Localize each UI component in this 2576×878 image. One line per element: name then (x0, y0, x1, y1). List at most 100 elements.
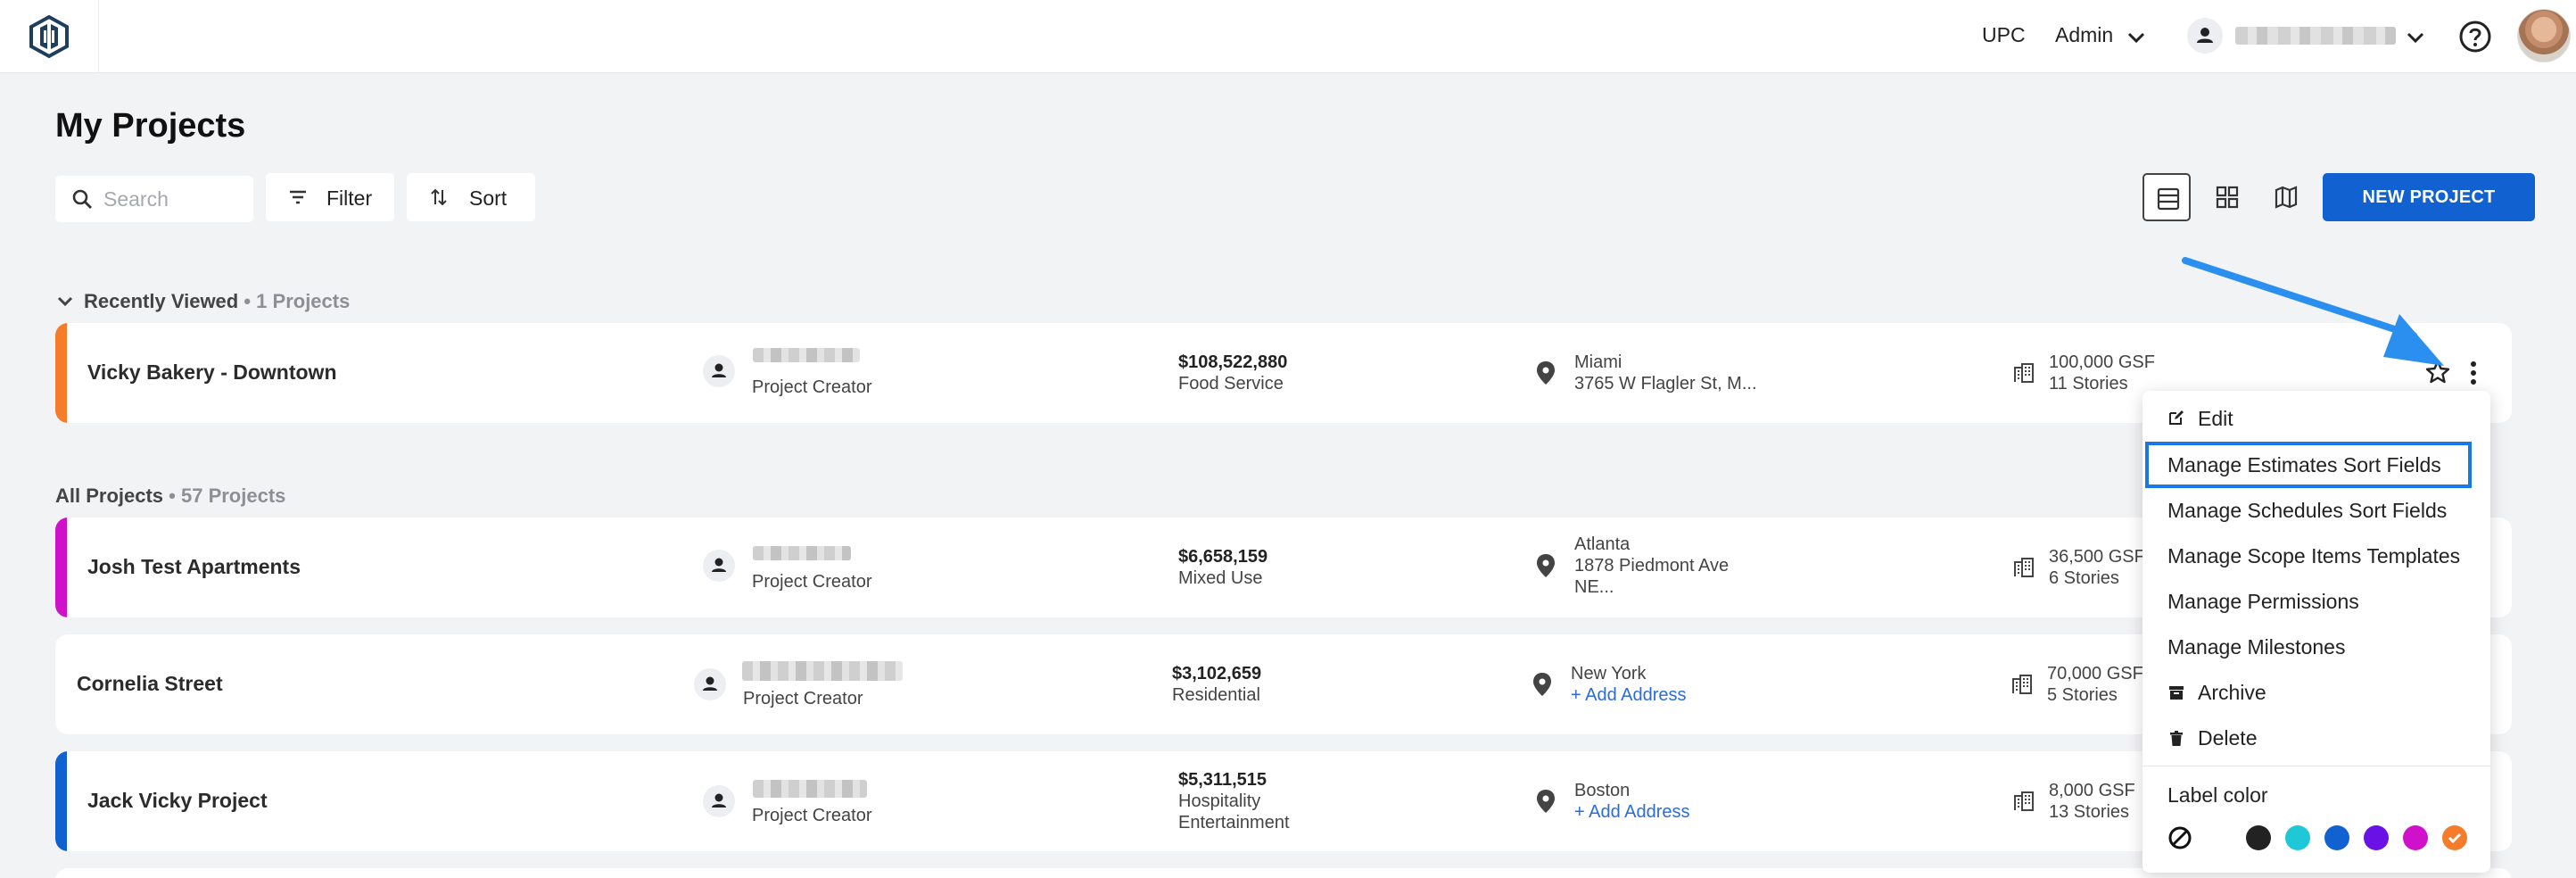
section-count: • 57 Projects (169, 485, 286, 507)
project-name[interactable]: Vicky Bakery - Downtown (87, 360, 337, 384)
project-stories: 13 Stories (2049, 802, 2130, 822)
map-view-button[interactable] (2262, 173, 2310, 221)
app-logo-icon[interactable] (27, 14, 71, 59)
project-name[interactable]: Jack Vicky Project (87, 789, 268, 812)
more-options-icon[interactable] (2469, 360, 2478, 385)
project-value: $3,102,659 (1172, 664, 1262, 683)
project-value: $108,522,880 (1178, 352, 1288, 372)
filter-icon (290, 190, 306, 204)
edit-icon (2169, 410, 2184, 425)
grid-view-button[interactable] (2203, 173, 2251, 221)
top-nav: UPC Admin (0, 0, 2576, 73)
avatar[interactable] (2517, 9, 2571, 62)
list-view-button[interactable] (2143, 173, 2191, 221)
search-box[interactable] (55, 176, 253, 222)
section-count: • 1 Projects (244, 290, 351, 312)
color-swatch-purple[interactable] (2364, 825, 2389, 850)
role-dropdown[interactable]: Admin (2055, 23, 2114, 46)
menu-item-highlight (2145, 442, 2472, 488)
project-name[interactable]: Josh Test Apartments (87, 555, 301, 578)
menu-item-archive[interactable]: Archive (2198, 681, 2266, 704)
menu-item-manage-milestones[interactable]: Manage Milestones (2167, 635, 2346, 658)
project-address: 1878 Piedmont Ave (1574, 556, 1730, 576)
location-pin-icon (1533, 673, 1551, 696)
archive-icon (2169, 686, 2184, 700)
project-row[interactable]: Jack Vicky Project Project Creator $5,31… (55, 751, 2512, 851)
project-city: Atlanta (1574, 534, 1631, 554)
project-gsf: 100,000 GSF (2049, 352, 2155, 372)
project-address: 3765 W Flagler St, M... (1574, 374, 1757, 393)
user-icon[interactable] (2187, 18, 2223, 54)
project-city: Miami (1574, 352, 1622, 372)
list-view-icon (2157, 187, 2180, 211)
color-swatch-magenta[interactable] (2403, 825, 2428, 850)
trash-icon (2170, 731, 2183, 746)
project-row[interactable]: Cornelia Street Project Creator $3,102,6… (55, 634, 2512, 734)
color-swatch-orange-selected[interactable] (2442, 825, 2467, 850)
user-icon (703, 785, 735, 817)
chevron-down-icon[interactable] (55, 292, 75, 311)
filter-button[interactable]: Filter (266, 173, 394, 221)
project-city: New York (1571, 664, 1647, 683)
project-address-line2: NE... (1574, 577, 1614, 597)
project-gsf: 70,000 GSF (2047, 664, 2143, 683)
section-title: Recently Viewed (84, 290, 239, 312)
creator-role: Project Creator (752, 572, 872, 592)
creator-role: Project Creator (752, 806, 872, 825)
project-type: Residential (1172, 685, 1260, 705)
sort-button[interactable]: Sort (407, 173, 535, 221)
location-pin-icon (1537, 361, 1555, 385)
help-icon[interactable] (2458, 20, 2492, 54)
menu-item-edit[interactable]: Edit (2198, 407, 2233, 430)
project-row[interactable]: Josh Test Apartments Project Creator $6,… (55, 518, 2512, 617)
color-swatch-white[interactable] (2207, 825, 2232, 850)
project-stories: 11 Stories (2049, 374, 2128, 393)
project-stories: 5 Stories (2047, 685, 2118, 705)
building-icon (2012, 675, 2032, 694)
label-color-accent (55, 323, 67, 423)
star-icon[interactable] (2424, 359, 2451, 385)
project-type: Food Service (1178, 374, 1284, 393)
project-stories: 6 Stories (2049, 568, 2119, 588)
check-icon (2448, 832, 2462, 844)
search-icon (72, 189, 92, 209)
creator-name-redacted (753, 546, 851, 560)
project-name[interactable]: Cornelia Street (77, 672, 223, 695)
chevron-down-icon[interactable] (2124, 25, 2149, 50)
new-project-button[interactable]: NEW PROJECT (2323, 173, 2535, 221)
menu-item-manage-permissions[interactable]: Manage Permissions (2167, 590, 2359, 613)
label-color-title: Label color (2167, 783, 2268, 807)
sort-label: Sort (469, 186, 508, 210)
grid-view-icon (2216, 186, 2239, 209)
project-type-line2: Entertainment (1178, 813, 1290, 832)
menu-item-manage-schedules-sort-fields[interactable]: Manage Schedules Sort Fields (2167, 499, 2448, 522)
user-name-redacted[interactable] (2235, 27, 2396, 45)
location-pin-icon (1537, 790, 1555, 813)
project-value: $6,658,159 (1178, 547, 1268, 567)
all-projects-header: All Projects • 57 Projects (55, 485, 285, 508)
project-gsf: 8,000 GSF (2049, 781, 2135, 800)
project-row[interactable] (55, 868, 2512, 878)
add-address-link[interactable]: + Add Address (1571, 685, 1687, 705)
no-color-icon[interactable] (2167, 825, 2192, 850)
color-swatch-black[interactable] (2246, 825, 2271, 850)
add-address-link[interactable]: + Add Address (1574, 802, 1690, 822)
project-city: Boston (1574, 781, 1631, 800)
user-menu-chevron-icon[interactable] (2403, 25, 2428, 50)
logo-divider (98, 0, 99, 73)
search-input[interactable] (103, 176, 246, 222)
color-swatch-blue[interactable] (2324, 825, 2349, 850)
project-row[interactable]: Vicky Bakery - Downtown Project Creator … (55, 323, 2512, 423)
menu-item-delete[interactable]: Delete (2198, 726, 2258, 750)
creator-role: Project Creator (752, 377, 872, 397)
user-icon (703, 550, 735, 582)
color-swatch-cyan[interactable] (2285, 825, 2310, 850)
org-name[interactable]: UPC (1982, 23, 2026, 46)
label-color-accent (55, 518, 67, 617)
menu-item-manage-estimates-sort-fields[interactable]: Manage Estimates Sort Fields (2167, 453, 2441, 476)
creator-name-redacted (742, 661, 903, 681)
project-value: $5,311,515 (1178, 770, 1267, 790)
project-type: Mixed Use (1178, 568, 1263, 588)
section-title: All Projects (55, 485, 164, 507)
menu-item-manage-scope-items-templates[interactable]: Manage Scope Items Templates (2167, 544, 2461, 567)
